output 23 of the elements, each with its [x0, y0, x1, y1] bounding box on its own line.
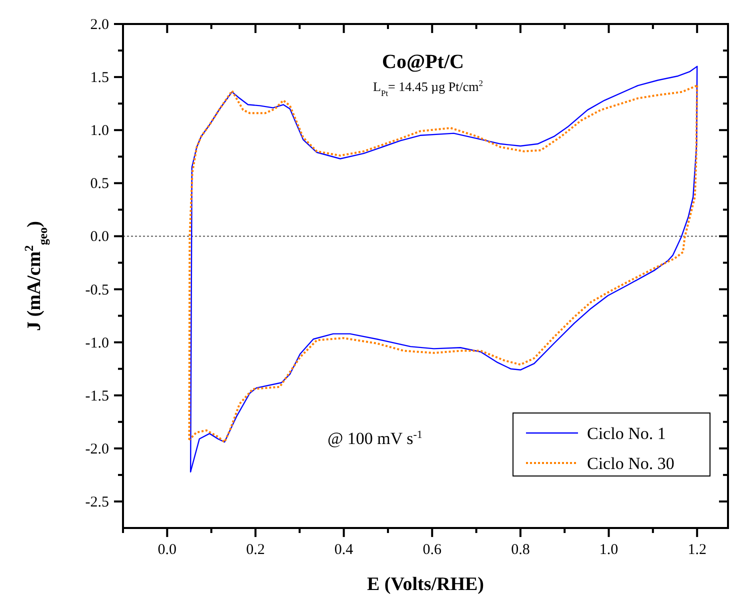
x-tick-label: 0.6 — [422, 542, 442, 558]
y-tick-label: 0.5 — [90, 176, 109, 192]
y-tick-label: -1.5 — [85, 388, 109, 404]
text: Co@Pt/C — [382, 51, 464, 73]
x-tick-label: 1.0 — [599, 542, 618, 558]
y-tick-label: 1.5 — [90, 70, 109, 86]
legend-label: Ciclo No. 30 — [587, 454, 674, 473]
x-tick-label: 0.4 — [334, 542, 354, 558]
y-tick-label: 0.0 — [90, 229, 109, 246]
x-tick-label: 0.8 — [511, 542, 530, 558]
y-tick-label: -2.0 — [85, 441, 109, 458]
x-tick-label: 0.2 — [246, 542, 265, 558]
y-tick-label: -2.5 — [85, 494, 109, 510]
text: L$_{Pt}$= 14.45 µg Pt/cm$^{2}$ — [373, 78, 483, 98]
x-tick-label: 0.0 — [158, 542, 177, 558]
legend-label: Ciclo No. 1 — [587, 424, 666, 443]
y-tick-label: 1.0 — [90, 123, 109, 140]
y-tick-label: -1.0 — [85, 335, 109, 352]
y-tick-label: -0.5 — [85, 282, 109, 298]
y-tick-label: 2.0 — [90, 17, 109, 33]
x-axis-title: E (Volts/RHE) — [366, 574, 484, 595]
x-tick-label: 1.2 — [688, 542, 706, 558]
annotation: @ 100 mV s$^{-1}$ — [328, 429, 422, 448]
